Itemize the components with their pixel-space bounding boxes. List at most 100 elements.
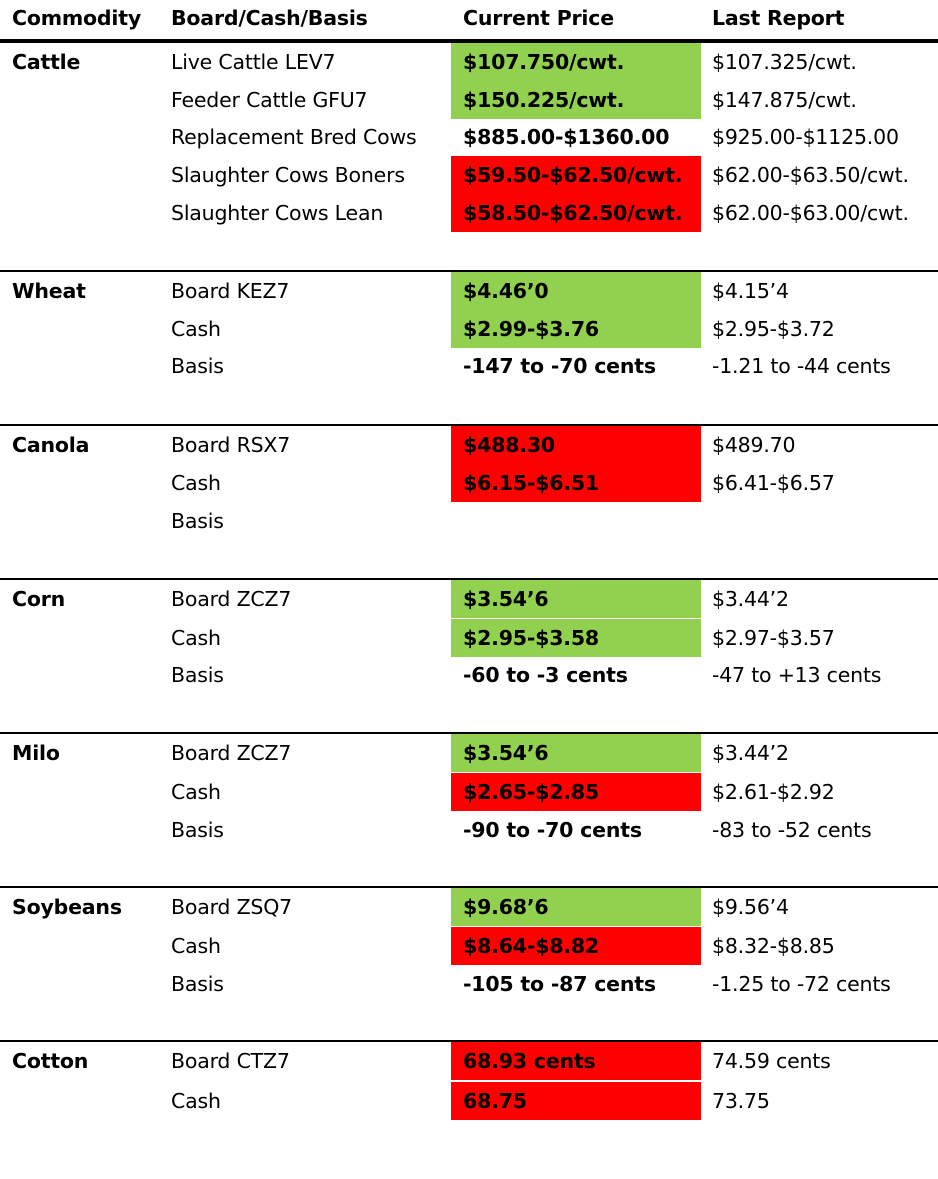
current-price-cell: $8.64-$8.82	[451, 927, 701, 965]
row-label: Basis	[171, 818, 224, 842]
last-report-cell: -1.21 to -44 cents	[712, 354, 891, 378]
current-price-cell: $9.68’6	[451, 888, 701, 926]
row-label: Cash	[171, 934, 221, 958]
row-label: Live Cattle LEV7	[171, 50, 336, 74]
table-row: Slaughter Cows Boners $59.50-$62.50/cwt. $…	[0, 156, 938, 194]
last-report-cell: -1.25 to -72 cents	[712, 972, 891, 996]
last-report-cell: $8.32-$8.85	[712, 934, 835, 958]
header-board: Board/Cash/Basis	[171, 6, 368, 30]
table-row: Feeder Cattle GFU7 $150.225/cwt. $147.875/…	[0, 81, 938, 119]
row-label: Cash	[171, 1089, 221, 1113]
commodity-name: Cattle	[12, 50, 81, 74]
group-divider	[0, 578, 938, 580]
row-label: Basis	[171, 663, 224, 687]
row-label: Board RSX7	[171, 433, 291, 457]
current-price-cell: -90 to -70 cents	[463, 818, 642, 842]
table-row: Basis -105 to -87 cents -1.25 to -72 cents	[0, 965, 938, 1003]
row-label: Feeder Cattle GFU7	[171, 88, 368, 112]
commodity-name: Corn	[12, 587, 66, 611]
table-row: Cotton Board CTZ7 68.93 cents 74.59 cents	[0, 1042, 938, 1080]
current-price-cell: $107.750/cwt.	[451, 43, 701, 81]
group-divider	[0, 424, 938, 426]
table-header: Commodity Board/Cash/Basis Current Price…	[0, 0, 938, 40]
row-label: Cash	[171, 780, 221, 804]
row-label: Basis	[171, 354, 224, 378]
row-label: Replacement Bred Cows	[171, 125, 417, 149]
current-price-cell: $3.54’6	[451, 580, 701, 618]
current-price-cell: $885.00-$1360.00	[463, 125, 670, 149]
current-price-cell: $2.65-$2.85	[451, 773, 701, 811]
row-label: Board CTZ7	[171, 1049, 290, 1073]
table-row: Cash 68.75 73.75	[0, 1082, 938, 1120]
table-row: Cash $6.15-$6.51 $6.41-$6.57	[0, 464, 938, 502]
table-row: Cash $2.99-$3.76 $2.95-$3.72	[0, 310, 938, 348]
current-price-cell: $488.30	[451, 426, 701, 464]
current-price-cell: $6.15-$6.51	[451, 464, 701, 502]
row-label: Cash	[171, 317, 221, 341]
table-row: Milo Board ZCZ7 $3.54’6 $3.44’2	[0, 734, 938, 772]
table-row: Cash $2.65-$2.85 $2.61-$2.92	[0, 773, 938, 811]
last-report-cell: -47 to +13 cents	[712, 663, 882, 687]
row-label: Cash	[171, 471, 221, 495]
current-price-cell: 68.93 cents	[451, 1042, 701, 1080]
current-price-cell: 68.75	[451, 1082, 701, 1120]
last-report-cell: $147.875/cwt.	[712, 88, 857, 112]
last-report-cell: $2.61-$2.92	[712, 780, 835, 804]
row-label: Board ZSQ7	[171, 895, 293, 919]
current-price-cell: $3.54’6	[451, 734, 701, 772]
last-report-cell: $107.325/cwt.	[712, 50, 857, 74]
group-divider	[0, 886, 938, 888]
last-report-cell: $925.00-$1125.00	[712, 125, 899, 149]
current-price-cell: $2.95-$3.58	[451, 619, 701, 657]
row-label: Slaughter Cows Boners	[171, 163, 405, 187]
table-row: Slaughter Cows Lean $58.50-$62.50/cwt. $62…	[0, 194, 938, 232]
current-price-cell: $2.99-$3.76	[451, 310, 701, 348]
table-row: Basis -60 to -3 cents -47 to +13 cents	[0, 656, 938, 694]
last-report-cell: $6.41-$6.57	[712, 471, 835, 495]
header-last-report: Last Report	[712, 6, 845, 30]
current-price-cell: $4.46’0	[451, 272, 701, 310]
commodity-name: Canola	[12, 433, 90, 457]
last-report-cell: $9.56’4	[712, 895, 789, 919]
row-label: Board KEZ7	[171, 279, 290, 303]
table-row: Cash $2.95-$3.58 $2.97-$3.57	[0, 619, 938, 657]
commodity-name: Cotton	[12, 1049, 89, 1073]
table-row: Cash $8.64-$8.82 $8.32-$8.85	[0, 927, 938, 965]
current-price-cell: $58.50-$62.50/cwt.	[451, 194, 701, 232]
last-report-cell: $2.97-$3.57	[712, 626, 835, 650]
row-label: Basis	[171, 509, 224, 533]
row-label: Slaughter Cows Lean	[171, 201, 384, 225]
last-report-cell: $62.00-$63.50/cwt.	[712, 163, 909, 187]
current-price-cell: -105 to -87 cents	[463, 972, 656, 996]
header-current-price: Current Price	[463, 6, 614, 30]
commodity-name: Wheat	[12, 279, 86, 303]
current-price-cell: $59.50-$62.50/cwt.	[451, 156, 701, 194]
header-commodity: Commodity	[12, 6, 141, 30]
group-divider	[0, 1040, 938, 1042]
current-price-cell: $150.225/cwt.	[451, 81, 701, 119]
commodity-name: Milo	[12, 741, 60, 765]
last-report-cell: $4.15’4	[712, 279, 789, 303]
row-label: Board ZCZ7	[171, 587, 292, 611]
header-rule	[0, 39, 938, 43]
last-report-cell: 73.75	[712, 1089, 770, 1113]
table-row: Soybeans Board ZSQ7 $9.68’6 $9.56’4	[0, 888, 938, 926]
table-row: Replacement Bred Cows $885.00-$1360.00 $92…	[0, 118, 938, 156]
group-divider	[0, 732, 938, 734]
table-row: Cattle Live Cattle LEV7 $107.750/cwt. $107.…	[0, 43, 938, 81]
table-row: Basis -90 to -70 cents -83 to -52 cents	[0, 811, 938, 849]
commodity-name: Soybeans	[12, 895, 122, 919]
table-row: Corn Board ZCZ7 $3.54’6 $3.44’2	[0, 580, 938, 618]
table-row: Basis	[0, 502, 938, 540]
current-price-cell: -60 to -3 cents	[463, 663, 628, 687]
row-label: Board ZCZ7	[171, 741, 292, 765]
last-report-cell: $3.44’2	[712, 587, 789, 611]
last-report-cell: -83 to -52 cents	[712, 818, 872, 842]
table-row: Canola Board RSX7 $488.30 $489.70	[0, 426, 938, 464]
last-report-cell: $489.70	[712, 433, 796, 457]
row-label: Cash	[171, 626, 221, 650]
table-row: Wheat Board KEZ7 $4.46’0 $4.15’4	[0, 272, 938, 310]
last-report-cell: 74.59 cents	[712, 1049, 831, 1073]
group-divider	[0, 270, 938, 272]
last-report-cell: $2.95-$3.72	[712, 317, 835, 341]
